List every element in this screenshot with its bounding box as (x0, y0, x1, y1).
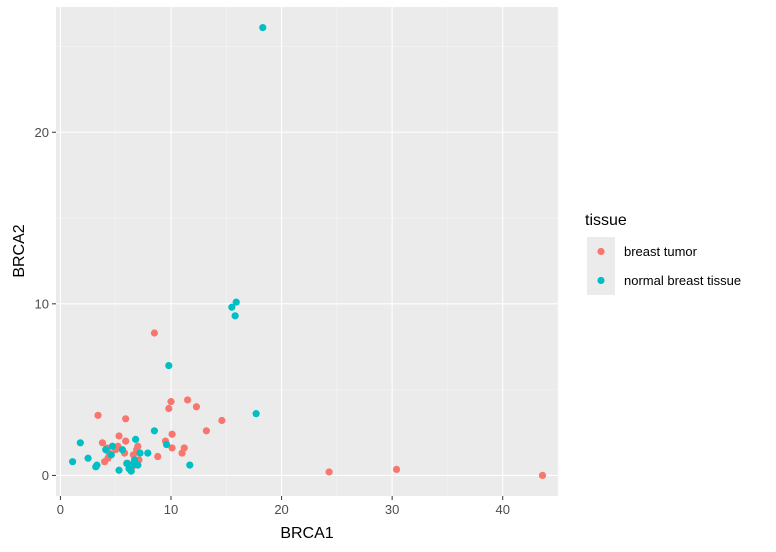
y-tick-label: 10 (35, 296, 49, 311)
data-point (162, 440, 171, 449)
data-point (115, 466, 123, 474)
data-point (118, 446, 126, 454)
data-point (122, 415, 130, 423)
data-point (231, 312, 239, 320)
x-axis-ticks: 0 10 20 30 40 (57, 496, 510, 517)
data-point (108, 442, 116, 450)
data-point (186, 461, 194, 469)
legend: tissue breast tumor normal breast tissue (585, 212, 741, 295)
data-point (102, 446, 110, 454)
data-point (218, 416, 226, 425)
data-point (150, 329, 159, 337)
x-tick-label: 10 (164, 502, 178, 517)
data-point (132, 435, 140, 443)
y-axis-ticks: 0 10 20 (35, 125, 56, 483)
data-point (136, 449, 144, 457)
legend-key-point (597, 276, 605, 285)
data-point (228, 303, 236, 311)
x-axis-title: BRCA1 (280, 525, 333, 542)
data-point (76, 439, 84, 447)
data-point (180, 444, 188, 452)
data-points (68, 23, 547, 480)
data-point (150, 427, 159, 435)
data-point (232, 298, 240, 306)
legend-items: breast tumor normal breast tissue (587, 237, 741, 295)
x-tick-label: 40 (495, 502, 509, 517)
data-point (94, 411, 102, 419)
data-point (165, 362, 173, 370)
data-point (68, 458, 77, 466)
data-point (154, 452, 162, 461)
legend-label: normal breast tissue (624, 273, 741, 288)
data-point (538, 471, 547, 480)
x-tick-label: 30 (385, 502, 399, 517)
data-point (192, 403, 201, 411)
data-point (165, 404, 173, 413)
minor-gridlines (56, 7, 559, 496)
legend-label: breast tumor (624, 244, 698, 259)
x-tick-label: 0 (57, 502, 64, 517)
data-point (115, 432, 123, 440)
data-point (130, 456, 139, 464)
data-point (392, 465, 401, 474)
data-point (183, 396, 192, 404)
data-point (167, 398, 175, 406)
data-point (93, 461, 101, 469)
data-point (98, 439, 107, 447)
major-gridlines (56, 7, 558, 496)
legend-key-point (597, 247, 605, 256)
data-point (107, 451, 115, 459)
data-point (134, 442, 142, 450)
panel-background (56, 7, 558, 496)
legend-title: tissue (585, 212, 627, 229)
y-axis-title: BRCA2 (11, 224, 28, 277)
data-point (259, 23, 267, 32)
data-point (84, 454, 92, 462)
data-point (168, 444, 176, 452)
y-tick-label: 0 (42, 468, 49, 483)
y-tick-label: 20 (35, 125, 49, 140)
data-point (325, 468, 333, 476)
data-point (202, 427, 210, 435)
data-point (101, 458, 109, 466)
data-point (122, 437, 130, 445)
x-tick-label: 20 (274, 502, 288, 517)
data-point (127, 467, 135, 475)
data-point (252, 410, 260, 418)
data-point (134, 461, 142, 469)
data-point (144, 449, 152, 457)
data-point (168, 430, 176, 438)
